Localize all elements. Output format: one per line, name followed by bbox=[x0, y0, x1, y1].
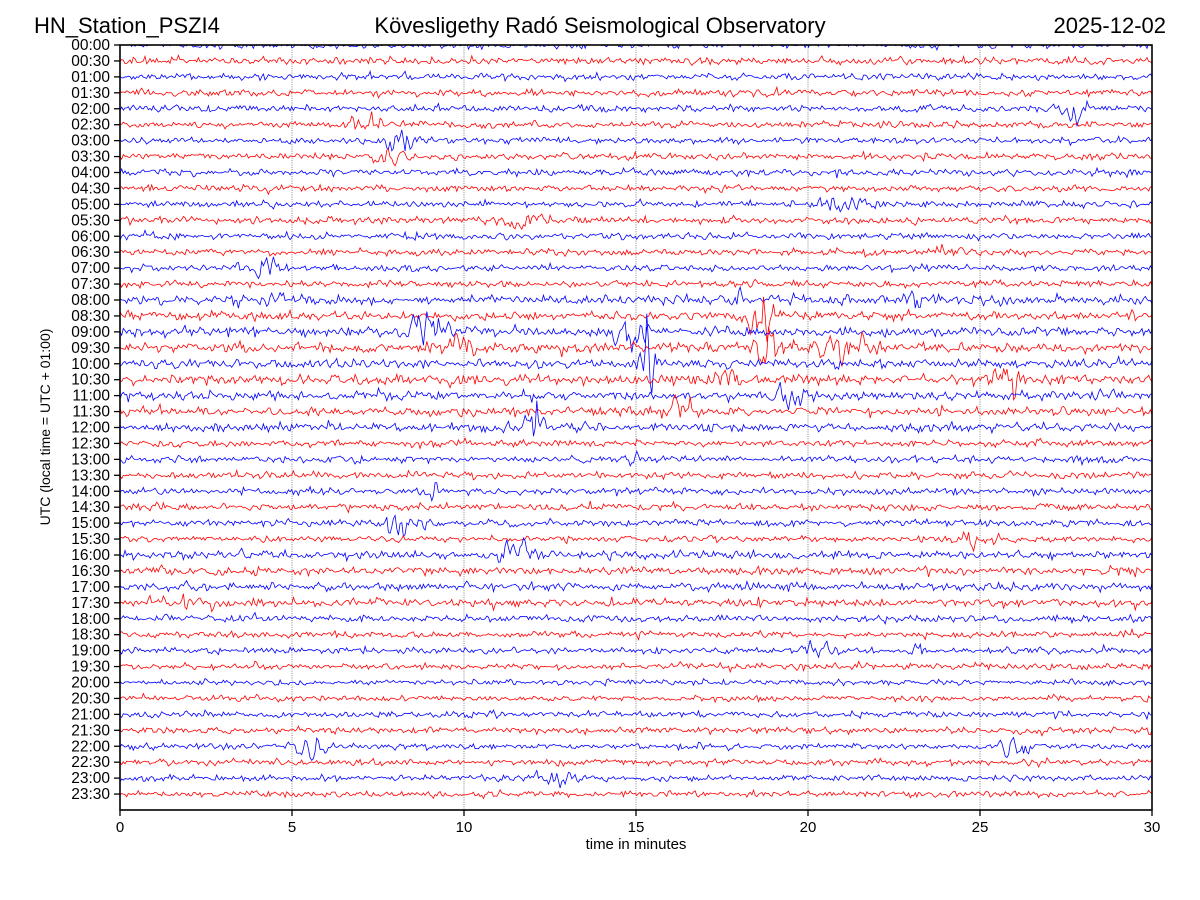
svg-text:01:00: 01:00 bbox=[71, 69, 110, 86]
svg-text:15:30: 15:30 bbox=[71, 531, 110, 548]
svg-text:20:30: 20:30 bbox=[71, 690, 110, 707]
svg-text:05:00: 05:00 bbox=[71, 196, 110, 213]
svg-text:5: 5 bbox=[288, 819, 296, 836]
svg-text:16:00: 16:00 bbox=[71, 547, 110, 564]
svg-text:01:30: 01:30 bbox=[71, 85, 110, 102]
svg-text:10:30: 10:30 bbox=[71, 372, 110, 389]
svg-text:09:30: 09:30 bbox=[71, 340, 110, 357]
svg-text:04:30: 04:30 bbox=[71, 180, 110, 197]
svg-text:04:00: 04:00 bbox=[71, 165, 110, 182]
svg-text:07:00: 07:00 bbox=[71, 260, 110, 277]
svg-text:25: 25 bbox=[972, 819, 989, 836]
svg-text:17:30: 17:30 bbox=[71, 595, 110, 612]
svg-text:12:00: 12:00 bbox=[71, 420, 110, 437]
svg-text:22:00: 22:00 bbox=[71, 738, 110, 755]
svg-text:06:30: 06:30 bbox=[71, 244, 110, 261]
svg-text:13:00: 13:00 bbox=[71, 451, 110, 468]
svg-text:09:00: 09:00 bbox=[71, 324, 110, 341]
svg-text:06:00: 06:00 bbox=[71, 228, 110, 245]
svg-text:08:30: 08:30 bbox=[71, 308, 110, 325]
svg-text:21:00: 21:00 bbox=[71, 706, 110, 723]
svg-text:03:00: 03:00 bbox=[71, 133, 110, 150]
svg-text:12:30: 12:30 bbox=[71, 435, 110, 452]
svg-text:07:30: 07:30 bbox=[71, 276, 110, 293]
svg-text:15: 15 bbox=[628, 819, 645, 836]
svg-text:18:30: 18:30 bbox=[71, 627, 110, 644]
svg-text:30: 30 bbox=[1144, 819, 1161, 836]
svg-text:20:00: 20:00 bbox=[71, 675, 110, 692]
svg-text:18:00: 18:00 bbox=[71, 611, 110, 628]
svg-text:14:30: 14:30 bbox=[71, 499, 110, 516]
svg-text:00:00: 00:00 bbox=[71, 37, 110, 54]
svg-text:19:30: 19:30 bbox=[71, 659, 110, 676]
svg-text:02:00: 02:00 bbox=[71, 101, 110, 118]
svg-text:11:30: 11:30 bbox=[72, 404, 110, 421]
svg-text:10: 10 bbox=[456, 819, 473, 836]
svg-text:23:30: 23:30 bbox=[71, 786, 110, 803]
svg-text:10:00: 10:00 bbox=[71, 356, 110, 373]
svg-text:15:00: 15:00 bbox=[71, 515, 110, 532]
svg-text:02:30: 02:30 bbox=[71, 117, 110, 134]
svg-text:23:00: 23:00 bbox=[71, 770, 110, 787]
svg-text:19:00: 19:00 bbox=[71, 643, 110, 660]
svg-text:14:00: 14:00 bbox=[71, 483, 110, 500]
svg-text:17:00: 17:00 bbox=[71, 579, 110, 596]
svg-text:00:30: 00:30 bbox=[71, 53, 110, 70]
svg-text:08:00: 08:00 bbox=[71, 292, 110, 309]
svg-text:21:30: 21:30 bbox=[71, 722, 110, 739]
svg-text:20: 20 bbox=[800, 819, 817, 836]
svg-text:05:30: 05:30 bbox=[71, 212, 110, 229]
svg-text:11:00: 11:00 bbox=[72, 388, 110, 405]
svg-text:16:30: 16:30 bbox=[71, 563, 110, 580]
svg-text:22:30: 22:30 bbox=[71, 754, 110, 771]
svg-text:03:30: 03:30 bbox=[71, 149, 110, 166]
svg-text:13:30: 13:30 bbox=[71, 467, 110, 484]
svg-text:0: 0 bbox=[116, 819, 124, 836]
